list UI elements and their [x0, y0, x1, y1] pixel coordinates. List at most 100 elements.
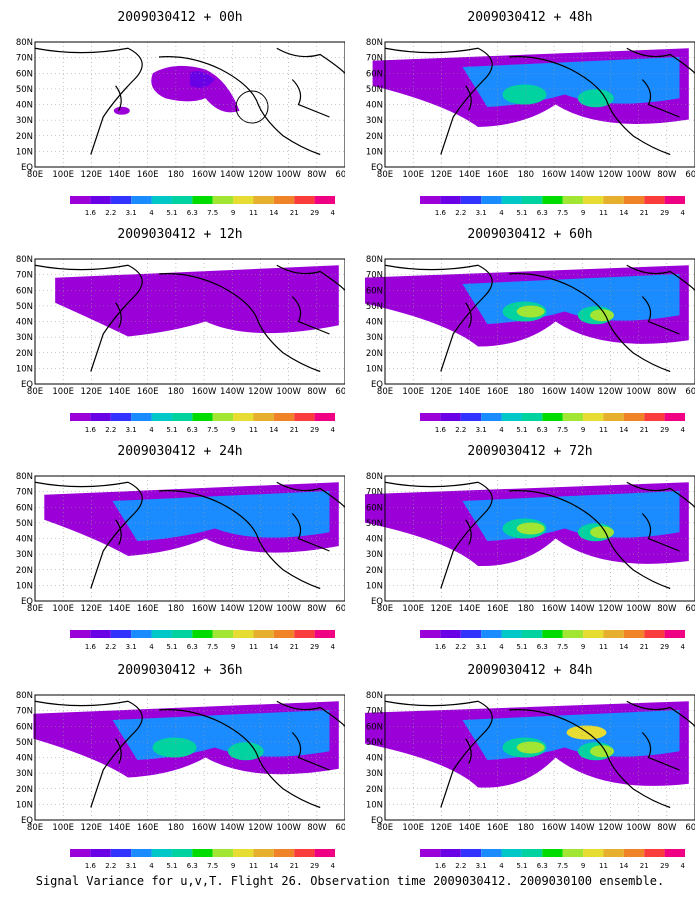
colorbar-label: 14: [619, 643, 628, 651]
x-tick-label: 160E: [137, 604, 159, 614]
colorbar-label: 7.5: [207, 643, 218, 651]
colorbar-swatch: [314, 630, 335, 638]
grid-lines: [385, 476, 695, 601]
y-tick-label: 70N: [16, 54, 33, 64]
y-tick-label: 60N: [16, 69, 33, 79]
colorbar-label: 4: [149, 209, 154, 217]
colorbar-swatch: [644, 849, 665, 857]
colorbar-label: 2.2: [455, 209, 466, 217]
colorbar-label: 29: [660, 862, 669, 870]
signal-variance-field: [44, 482, 339, 556]
map-plot: 80E 100E 120E 140E 160E 180 160W 140W 120W 100W 80…: [365, 37, 695, 197]
colorbar-label: 2.2: [455, 643, 466, 651]
colorbar-label: 11: [249, 209, 258, 217]
signal-variance-field: [365, 265, 689, 347]
x-tick-label: 140E: [109, 170, 131, 180]
y-tick-label: 30N: [366, 769, 383, 779]
colorbar-label: 5.1: [516, 643, 527, 651]
colorbar-swatch: [294, 196, 315, 204]
signal-variance-field: [55, 265, 339, 337]
x-tick-label: 100E: [52, 823, 74, 833]
colorbar-label: 9: [231, 643, 235, 651]
colorbar-label: 2.2: [105, 643, 116, 651]
colorbar-label: 40: [681, 862, 685, 870]
colorbar-swatch: [481, 849, 502, 857]
colorbar-swatch: [151, 630, 172, 638]
colorbar: 1.6 2.2 3.1 4 5.1 6.3 7.5 9 11 14 21 29 40: [420, 413, 689, 435]
colorbar-label: 4: [149, 643, 154, 651]
y-tick-label: 10N: [16, 364, 33, 374]
x-tick-label: 120W: [248, 604, 273, 614]
colorbar-swatch: [664, 630, 685, 638]
colorbar-label: 1.6: [85, 643, 97, 651]
y-tick-label: EQ: [21, 380, 33, 390]
colorbar-label: 21: [640, 426, 649, 434]
x-tick-label: 160W: [542, 823, 567, 833]
x-tick-label: 60W: [335, 387, 345, 397]
x-tick-label: 80W: [307, 170, 327, 180]
x-tick-label: 100E: [52, 387, 74, 397]
colorbar-label: 7.5: [557, 643, 568, 651]
y-tick-label: 70N: [16, 271, 33, 281]
colorbar-label: 2.2: [455, 862, 466, 870]
colorbar-swatch: [253, 849, 274, 857]
colorbar-swatch: [233, 413, 254, 421]
colorbar-label: 6.3: [537, 862, 548, 870]
x-tick-label: 160W: [192, 823, 217, 833]
x-tick-label: 160W: [192, 170, 217, 180]
x-tick-label: 100E: [402, 604, 424, 614]
colorbar-swatch: [314, 849, 335, 857]
colorbar-swatch: [562, 849, 584, 857]
y-tick-label: EQ: [21, 163, 33, 173]
colorbar-swatch: [603, 849, 624, 857]
colorbar-swatch: [420, 630, 441, 638]
map-plot: 80E 100E 120E 140E 160E 180 160W 140W 120W 100W 80…: [15, 471, 345, 631]
coastline: [34, 700, 345, 809]
colorbar-label: 29: [310, 643, 319, 651]
colorbar-swatch: [481, 630, 502, 638]
colorbar-label: 3.1: [476, 643, 487, 651]
x-tick-label: 140W: [570, 170, 595, 180]
colorbar-swatch: [521, 413, 543, 421]
y-tick-label: 10N: [16, 147, 33, 157]
coastline: [384, 481, 695, 590]
signal-variance-field: [113, 65, 269, 124]
colorbar-swatch: [131, 196, 152, 204]
x-tick-label: 140W: [570, 604, 595, 614]
y-tick-label: 40N: [366, 535, 383, 545]
colorbar-swatch: [542, 413, 563, 421]
y-tick-label: 80N: [16, 691, 33, 701]
x-tick-label: 140E: [459, 604, 481, 614]
x-tick-label: 180: [518, 823, 534, 833]
colorbar-label: 3.1: [126, 426, 137, 434]
colorbar-swatch: [151, 413, 172, 421]
x-tick-label: 60W: [685, 170, 695, 180]
y-tick-label: EQ: [371, 380, 383, 390]
x-tick-label: 80W: [307, 823, 327, 833]
x-tick-label: 180: [168, 823, 184, 833]
y-tick-label: 20N: [366, 132, 383, 142]
map-plot: 80E 100E 120E 140E 160E 180 160W 140W 120W 100W 80…: [15, 37, 345, 197]
colorbar-swatch: [314, 413, 335, 421]
colorbar-label: 7.5: [207, 862, 218, 870]
x-tick-label: 140W: [220, 387, 245, 397]
colorbar-label: 7.5: [207, 209, 218, 217]
colorbar-label: 29: [660, 643, 669, 651]
signal-variance-field: [365, 482, 689, 567]
x-tick-label: 100E: [402, 387, 424, 397]
map-frame: [34, 694, 345, 821]
colorbar-swatch: [583, 849, 604, 857]
y-tick-label: 30N: [16, 333, 33, 343]
x-tick-label: 160W: [542, 604, 567, 614]
x-tick-label: 60W: [335, 823, 345, 833]
map-frame: [34, 258, 345, 385]
x-tick-label: 160E: [487, 170, 509, 180]
colorbar-swatch: [644, 630, 665, 638]
x-tick-label: 120E: [431, 823, 453, 833]
colorbar-swatch: [90, 196, 111, 204]
colorbar-swatch: [151, 196, 172, 204]
x-tick-label: 140E: [109, 387, 131, 397]
colorbar-label: 40: [681, 643, 685, 651]
grid-lines: [35, 695, 345, 820]
colorbar-swatch: [501, 413, 522, 421]
